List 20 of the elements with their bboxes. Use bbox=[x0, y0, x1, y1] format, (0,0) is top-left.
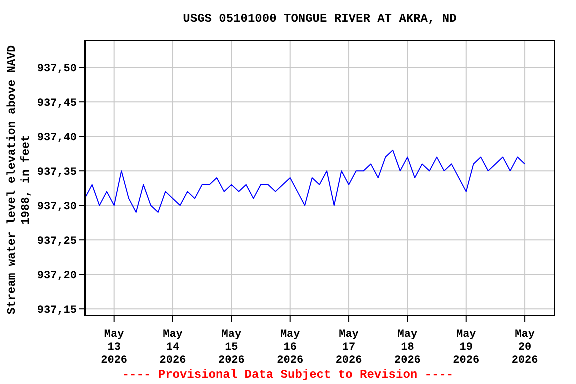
x-tick-label: May 14 2026 bbox=[160, 329, 186, 367]
x-tick-label: May 18 2026 bbox=[394, 329, 421, 367]
chart-title: USGS 05101000 TONGUE RIVER AT AKRA, ND bbox=[182, 12, 458, 26]
y-tick-label: 937,35 bbox=[37, 167, 78, 180]
x-tick-label: May 15 2026 bbox=[218, 329, 245, 367]
x-tick-label: May 13 2026 bbox=[101, 329, 128, 367]
y-tick-label: 937,45 bbox=[37, 98, 78, 110]
y-tick-label: 937,20 bbox=[37, 270, 77, 283]
y-tick-label: 937,40 bbox=[37, 132, 77, 145]
y-tick-label: 937,30 bbox=[37, 202, 77, 214]
x-tick-label: May 19 2026 bbox=[453, 329, 480, 367]
line-series bbox=[85, 150, 526, 213]
y-tick-label: 937,15 bbox=[37, 305, 78, 318]
x-tick-label: May 17 2026 bbox=[336, 329, 362, 367]
y-axis-title: Stream water level elevation above NAVD 1988, in feet bbox=[6, 45, 33, 315]
x-tick-label: May 20 2026 bbox=[512, 329, 538, 367]
x-tick-label: May 16 2026 bbox=[277, 329, 304, 367]
y-tick-label: 937,25 bbox=[37, 236, 78, 248]
text: ---- Provisional Data Subject to Revision ---- bbox=[121, 368, 455, 382]
y-tick-label: 937,50 bbox=[37, 64, 77, 76]
